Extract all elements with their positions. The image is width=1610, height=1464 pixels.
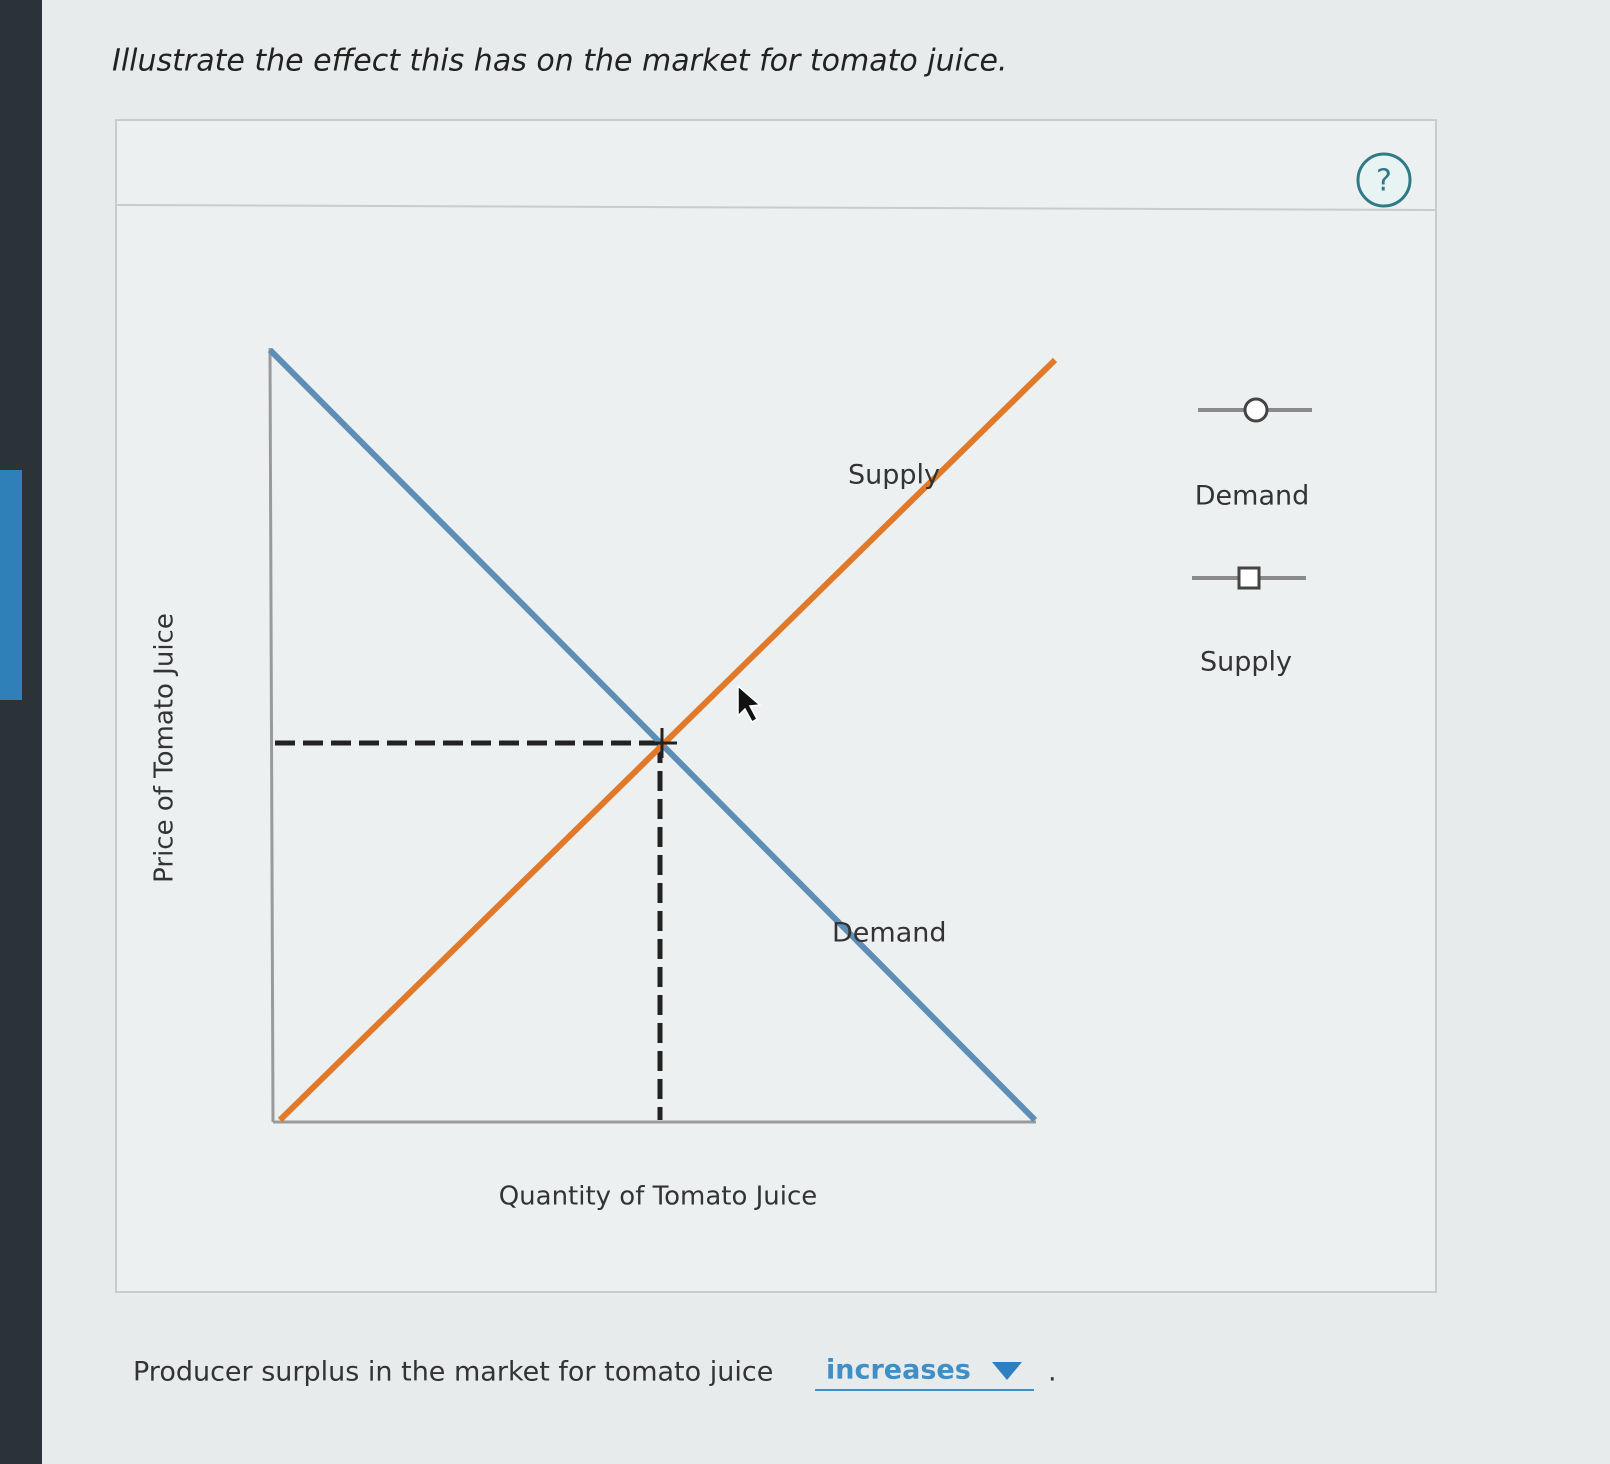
dropdown-arrow	[992, 1362, 1022, 1380]
panel-header-divider	[115, 204, 1437, 211]
monitor-edge	[0, 0, 42, 1464]
help-label: ?	[1376, 164, 1392, 199]
answer-end: .	[1048, 1357, 1057, 1388]
demand-curve-label: Demand	[832, 918, 947, 949]
answer-dropdown[interactable]: increases	[815, 1355, 1034, 1391]
supply-curve-label: Supply	[848, 460, 940, 491]
help-button[interactable]	[1356, 152, 1412, 208]
legend-demand: Demand	[1195, 481, 1310, 512]
x-axis-label: Quantity of Tomato Juice	[499, 1182, 818, 1212]
side-accent	[0, 470, 22, 700]
question: Illustrate the effect this has on the ma…	[112, 44, 1007, 79]
supply-curve[interactable]	[277, 357, 1058, 1123]
answer-prompt: Producer surplus in the market for tomat…	[133, 1357, 773, 1388]
demand-tool-handle[interactable]	[1243, 397, 1269, 423]
dropdown-value: increases	[826, 1355, 971, 1386]
graph-panel	[115, 119, 1437, 1293]
y-axis	[268, 347, 275, 1123]
mouse-cursor	[737, 684, 762, 724]
supply-tool-handle[interactable]	[1237, 566, 1261, 590]
y-axis-label: Price of Tomato Juice	[150, 613, 180, 883]
legend-supply: Supply	[1200, 647, 1292, 678]
demand-curve[interactable]	[267, 347, 1038, 1123]
